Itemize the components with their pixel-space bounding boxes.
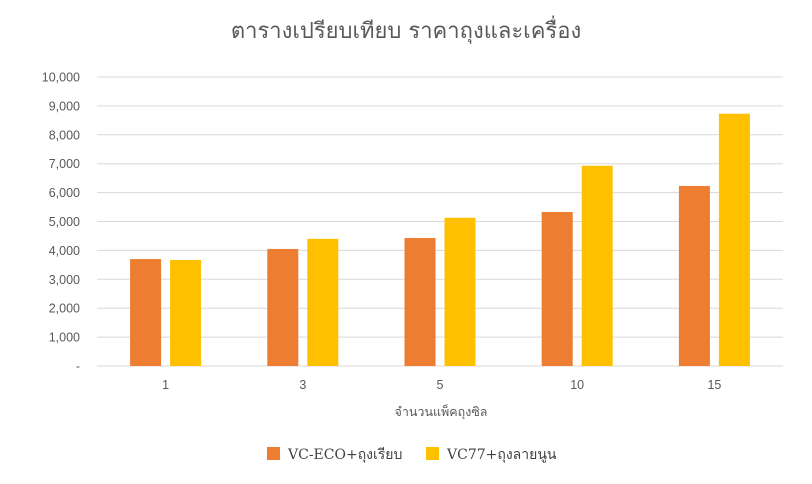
x-tick-label: 10 — [570, 378, 584, 392]
bars — [130, 113, 750, 366]
legend: VC-ECO+ถุงเรียบ VC77+ถุงลายนูน — [267, 447, 557, 463]
x-axis-tick-labels: 1 3 5 10 15 — [162, 378, 721, 392]
legend-label-series-1: VC-ECO+ถุงเรียบ — [287, 447, 402, 463]
y-tick-label: 6,000 — [49, 186, 80, 200]
bar-series-2-1 — [170, 259, 202, 366]
y-tick-label: 3,000 — [49, 273, 80, 287]
y-axis-tick-labels: - 1,000 2,000 3,000 4,000 5,000 6,000 7,000 8,00… — [42, 71, 80, 374]
bar-series-2-10 — [581, 165, 613, 366]
x-axis-title: จำนวนแพ็คถุงซิล — [395, 404, 488, 420]
bar-series-2-5 — [444, 217, 476, 366]
bar-series-2-15 — [718, 113, 750, 366]
y-tick-label: - — [76, 360, 80, 374]
y-tick-label: 1,000 — [49, 331, 80, 345]
legend-label-series-2: VC77+ถุงลายนูน — [446, 447, 557, 463]
bar-series-2-3 — [307, 238, 339, 366]
x-tick-label: 5 — [437, 378, 444, 392]
y-tick-label: 5,000 — [49, 215, 80, 229]
bar-series-1-10 — [541, 211, 573, 366]
chart-title: ตารางเปรียบเทียบ ราคาถุงและเครื่อง — [231, 15, 581, 44]
y-tick-label: 8,000 — [49, 128, 80, 142]
legend-swatch-series-1 — [267, 447, 280, 460]
gridlines — [97, 76, 783, 367]
x-tick-label: 1 — [162, 378, 169, 392]
bar-series-1-15 — [678, 185, 710, 366]
x-tick-label: 15 — [707, 378, 721, 392]
bar-series-1-1 — [130, 259, 162, 366]
x-tick-label: 3 — [299, 378, 306, 392]
legend-swatch-series-2 — [426, 447, 439, 460]
y-tick-label: 9,000 — [49, 99, 80, 113]
bar-series-1-5 — [404, 237, 436, 366]
bar-series-1-3 — [267, 248, 299, 366]
y-tick-label: 2,000 — [49, 302, 80, 316]
y-tick-label: 4,000 — [49, 244, 80, 258]
y-tick-label: 10,000 — [42, 71, 80, 85]
y-tick-label: 7,000 — [49, 157, 80, 171]
